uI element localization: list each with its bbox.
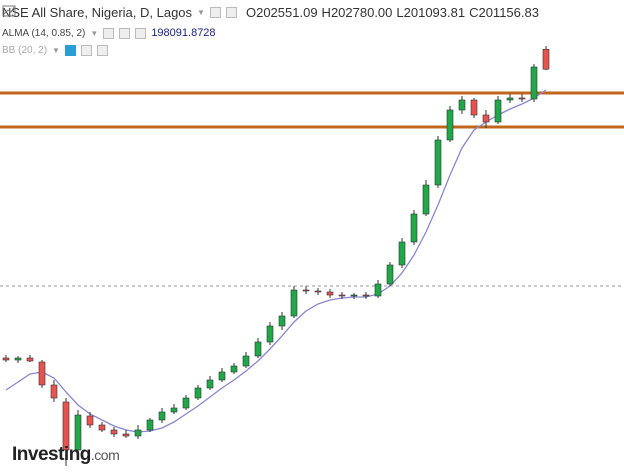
candle-body (518, 97, 526, 100)
candle-body (482, 114, 490, 123)
candle-body (446, 109, 454, 141)
candle-body (422, 184, 430, 215)
candle-body (206, 379, 214, 389)
ohlc-value: 201156.83 (478, 5, 539, 20)
ohlc-label: O (245, 5, 257, 20)
candle-body (38, 361, 46, 386)
header-row: NSE All Share, Nigeria, D, Lagos ▼ O2025… (2, 5, 539, 20)
caret[interactable]: ▼ (197, 8, 205, 17)
candle-body (542, 48, 550, 70)
logo: Investing.com (12, 444, 120, 466)
indicator-value: 198091.8728 (151, 27, 216, 39)
candle-body (362, 294, 370, 297)
candle-body (74, 414, 82, 451)
candle-body (158, 411, 166, 421)
candle-body (182, 397, 190, 409)
candle-body (290, 289, 298, 317)
candle-body (14, 357, 22, 361)
candle-body (230, 365, 238, 373)
candle-body (398, 241, 406, 266)
candle-body (218, 371, 226, 381)
candle-body (26, 357, 34, 362)
candle-body (266, 325, 274, 343)
indicator-name: ALMA (14, 0.85, 2) (2, 27, 86, 39)
indicator-name: BB (20, 2) (2, 45, 48, 56)
ohlc-item: C201156.83 (469, 5, 539, 20)
ohlc-label: L (396, 5, 404, 20)
ohlc-legend: O202551.09 H202780.00 L201093.81 C201156.83 (242, 5, 539, 20)
candle-body (62, 401, 70, 451)
ohlc-item: O202551.09 (246, 5, 318, 20)
indicator-row: ALMA (14, 0.85, 2) ▼ 198091.8728 (2, 27, 216, 39)
candle-body (170, 407, 178, 413)
ohlc-label: H (321, 5, 331, 20)
candle-body (326, 291, 334, 296)
ohlc-value: 201093.81 (403, 5, 466, 20)
eye-icon[interactable] (103, 27, 115, 39)
candle-body (530, 66, 538, 100)
candle-body (302, 289, 310, 292)
ohlc-value: 202780.00 (330, 5, 393, 20)
caret[interactable]: ▼ (52, 46, 60, 55)
candle-body (374, 283, 382, 297)
candle-body (470, 99, 478, 116)
ohlc-item: H202780.00 (322, 5, 393, 20)
eye-icon[interactable] (64, 45, 76, 56)
caret[interactable]: ▼ (90, 28, 99, 38)
candle-body (50, 384, 58, 399)
chart-title: NSE All Share, Nigeria, D, Lagos (2, 5, 193, 20)
settings-icon[interactable] (225, 7, 237, 18)
candle-body (410, 213, 418, 243)
settings-icon[interactable] (119, 27, 131, 39)
close-icon[interactable] (96, 45, 108, 56)
candle-body (242, 355, 250, 367)
settings-icon[interactable] (80, 45, 92, 56)
candle-body (350, 294, 358, 297)
candle-body (86, 415, 94, 426)
indicator-line (5, 89, 547, 433)
logo-suffix: .com (90, 447, 120, 463)
candle-body (254, 341, 262, 357)
candle-body (386, 264, 394, 285)
candle-body (194, 387, 202, 399)
indicator-row: BB (20, 2) ▼ (2, 45, 108, 56)
candle-body (458, 99, 466, 111)
settings-icon[interactable] (209, 7, 221, 18)
candle-body (122, 433, 130, 437)
candle-body (338, 294, 346, 297)
candle-body (2, 357, 10, 361)
candle-body (134, 429, 142, 437)
candle-body (506, 97, 514, 101)
candle-body (110, 429, 118, 435)
ohlc-item: L201093.81 (396, 5, 465, 20)
candle-body (314, 290, 322, 293)
candle-body (434, 139, 442, 186)
logo-text: Investing (12, 444, 91, 465)
close-icon[interactable] (135, 27, 147, 39)
candle-body (278, 315, 286, 327)
ohlc-value: 202551.09 (256, 5, 318, 20)
ohlc-label: C (469, 5, 479, 20)
candle-body (494, 99, 502, 123)
candle-body (146, 419, 154, 431)
chart-icon (2, 5, 16, 17)
candle-body (98, 424, 106, 431)
